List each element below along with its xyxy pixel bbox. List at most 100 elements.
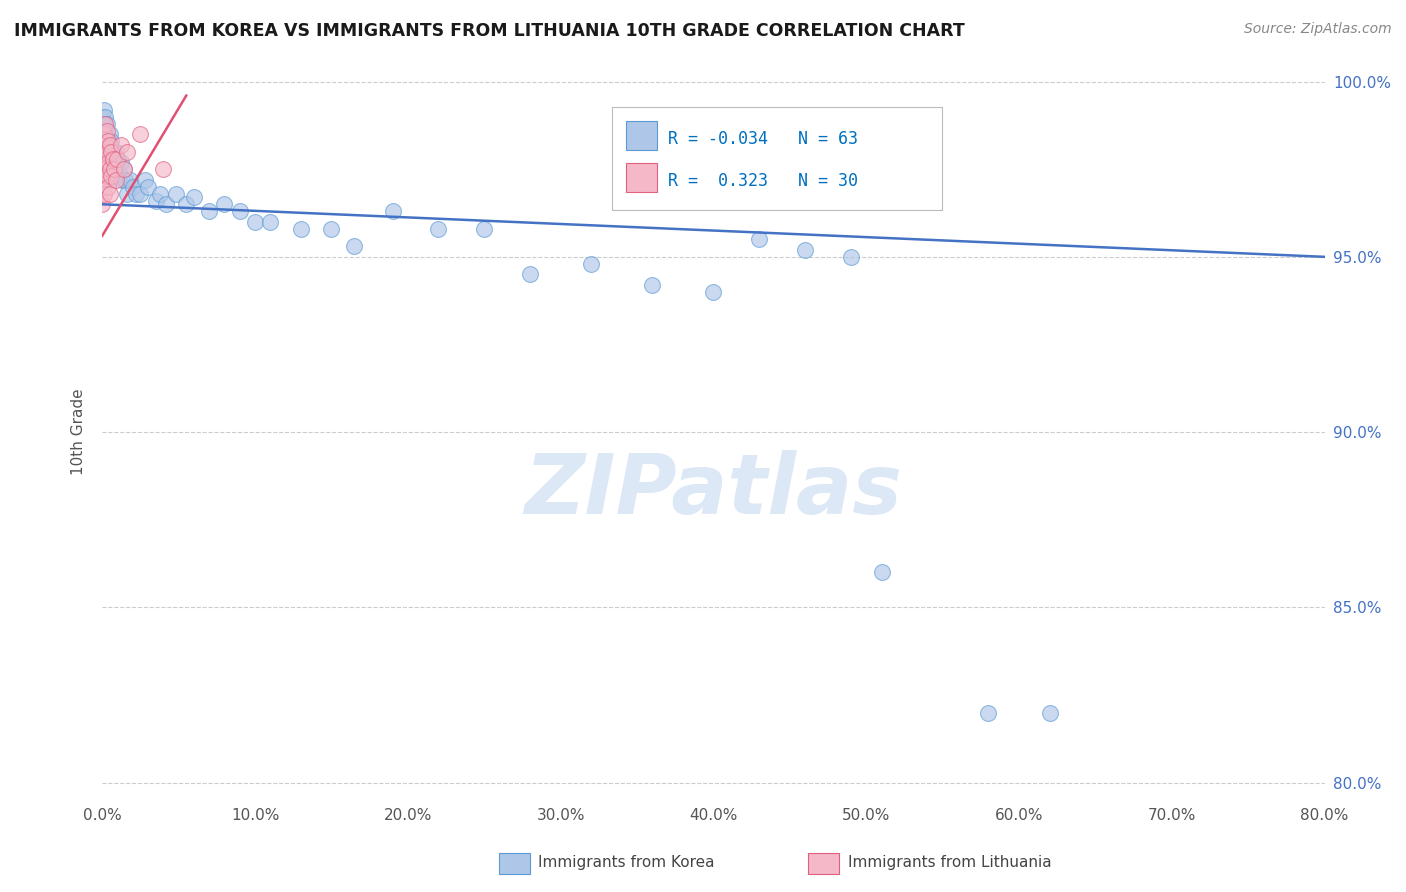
Point <box>98 145 121 159</box>
Point <box>98 162 121 177</box>
Point <box>98 186 121 201</box>
Y-axis label: 10th Grade: 10th Grade <box>72 389 86 475</box>
Point <box>101 152 124 166</box>
Point <box>93 137 115 152</box>
Point <box>93 127 115 141</box>
Point <box>977 706 1000 720</box>
Point <box>97 179 120 194</box>
Point <box>104 145 127 159</box>
Point <box>94 152 117 166</box>
Point <box>93 145 115 159</box>
Text: R =  0.323   N = 30: R = 0.323 N = 30 <box>668 172 858 190</box>
Point <box>94 137 117 152</box>
Point <box>110 155 132 169</box>
Point <box>243 215 266 229</box>
Point <box>839 250 862 264</box>
Point <box>112 162 135 177</box>
Text: R = -0.034   N = 63: R = -0.034 N = 63 <box>668 130 858 148</box>
Point <box>136 179 159 194</box>
Point <box>98 137 121 152</box>
Text: IMMIGRANTS FROM KOREA VS IMMIGRANTS FROM LITHUANIA 10TH GRADE CORRELATION CHART: IMMIGRANTS FROM KOREA VS IMMIGRANTS FROM… <box>14 22 965 40</box>
Point <box>129 186 152 201</box>
Point <box>641 277 664 292</box>
Text: ZIPatlas: ZIPatlas <box>524 450 903 532</box>
Point <box>125 186 148 201</box>
Point <box>100 169 122 184</box>
Point <box>94 127 117 141</box>
Point <box>96 134 118 148</box>
Point <box>108 166 131 180</box>
Point <box>155 197 177 211</box>
Point <box>98 172 121 186</box>
Point <box>134 172 156 186</box>
Point <box>104 169 127 184</box>
Point <box>174 197 197 211</box>
Point <box>183 190 205 204</box>
Point <box>702 285 724 299</box>
Point <box>96 145 118 159</box>
Point <box>229 204 252 219</box>
Point <box>101 169 124 184</box>
Point <box>111 172 134 186</box>
Point <box>94 110 117 124</box>
Point <box>107 152 129 166</box>
Point <box>97 159 120 173</box>
Point <box>118 172 141 186</box>
Point <box>214 197 236 211</box>
Point <box>96 123 118 137</box>
Point <box>519 268 541 282</box>
Point <box>290 222 312 236</box>
Point <box>96 117 118 131</box>
Point <box>103 152 125 166</box>
Point <box>94 162 117 177</box>
Point <box>100 134 122 148</box>
Point <box>794 243 817 257</box>
Point <box>97 134 120 148</box>
Point <box>91 197 114 211</box>
Point <box>91 127 114 141</box>
Point <box>93 117 115 131</box>
Point <box>104 172 127 186</box>
Point <box>427 222 450 236</box>
Point <box>97 155 120 169</box>
Point <box>114 172 136 186</box>
Point <box>472 222 495 236</box>
Point <box>93 186 115 201</box>
Point <box>579 257 602 271</box>
Point <box>129 127 152 141</box>
Point <box>98 127 121 141</box>
Point <box>321 222 343 236</box>
Point <box>93 162 115 177</box>
Point <box>145 194 167 208</box>
Point <box>343 239 366 253</box>
Point <box>97 134 120 148</box>
Point <box>115 186 138 201</box>
Point <box>93 103 115 117</box>
Point <box>198 204 221 219</box>
Point <box>149 186 172 201</box>
Point <box>165 186 187 201</box>
Point <box>112 162 135 177</box>
Point <box>1039 706 1062 720</box>
Point <box>121 179 143 194</box>
Point <box>110 137 132 152</box>
Point <box>381 204 404 219</box>
Text: Immigrants from Lithuania: Immigrants from Lithuania <box>848 855 1052 870</box>
Point <box>91 110 114 124</box>
Point <box>96 155 118 169</box>
Point <box>91 172 114 186</box>
Point <box>100 162 122 177</box>
Point <box>870 566 893 580</box>
Point <box>748 232 770 246</box>
Point <box>259 215 281 229</box>
Point <box>107 155 129 169</box>
Point <box>115 145 138 159</box>
Text: Immigrants from Korea: Immigrants from Korea <box>538 855 716 870</box>
Point <box>96 169 118 184</box>
Point <box>101 145 124 159</box>
Point <box>100 145 122 159</box>
Point <box>152 162 174 177</box>
Point <box>91 152 114 166</box>
Point <box>94 117 117 131</box>
Text: Source: ZipAtlas.com: Source: ZipAtlas.com <box>1244 22 1392 37</box>
